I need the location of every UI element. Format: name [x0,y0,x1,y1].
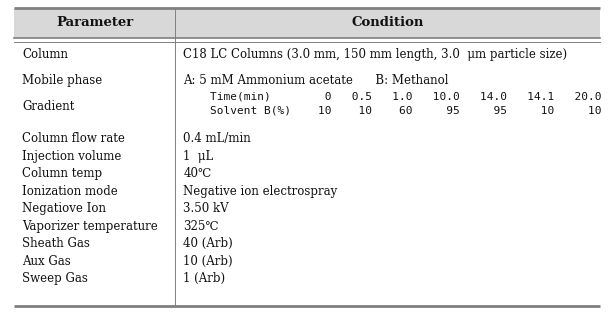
Text: Parameter: Parameter [56,17,133,30]
Text: 0.4 mL/min: 0.4 mL/min [183,132,251,145]
Text: Aux Gas: Aux Gas [22,255,71,268]
Text: 40℃: 40℃ [183,167,211,180]
Text: 1  μL: 1 μL [183,150,214,163]
Text: Condition: Condition [351,17,424,30]
Text: 3.50 kV: 3.50 kV [183,202,229,215]
Text: Negatiove Ion: Negatiove Ion [22,202,106,215]
Text: Solvent B(%)    10    10    60     95     95     10     10: Solvent B(%) 10 10 60 95 95 10 10 [183,106,601,115]
Bar [14,8,600,38]
Text: Column flow rate: Column flow rate [22,132,125,145]
Text: 40 (Arb): 40 (Arb) [183,237,233,250]
Text: Injection volume: Injection volume [22,150,121,163]
Text: 325℃: 325℃ [183,220,218,233]
Text: 10 (Arb): 10 (Arb) [183,255,233,268]
Text: Ionization mode: Ionization mode [22,185,118,198]
Text: Column temp: Column temp [22,167,102,180]
Text: Negative ion electrospray: Negative ion electrospray [183,185,337,198]
Text: 1 (Arb): 1 (Arb) [183,272,225,285]
Text: Mobile phase: Mobile phase [22,74,102,87]
Text: Time(min)        0   0.5   1.0   10.0   14.0   14.1   20.0: Time(min) 0 0.5 1.0 10.0 14.0 14.1 20.0 [183,92,601,101]
Text: Column: Column [22,48,68,61]
Text: Sheath Gas: Sheath Gas [22,237,90,250]
Text: Sweep Gas: Sweep Gas [22,272,88,285]
Text: A: 5 mM Ammonium acetate      B: Methanol: A: 5 mM Ammonium acetate B: Methanol [183,74,448,87]
Text: Vaporizer temperature: Vaporizer temperature [22,220,158,233]
Text: C18 LC Columns (3.0 mm, 150 mm length, 3.0  μm particle size): C18 LC Columns (3.0 mm, 150 mm length, 3… [183,48,567,61]
Text: Gradient: Gradient [22,100,74,114]
